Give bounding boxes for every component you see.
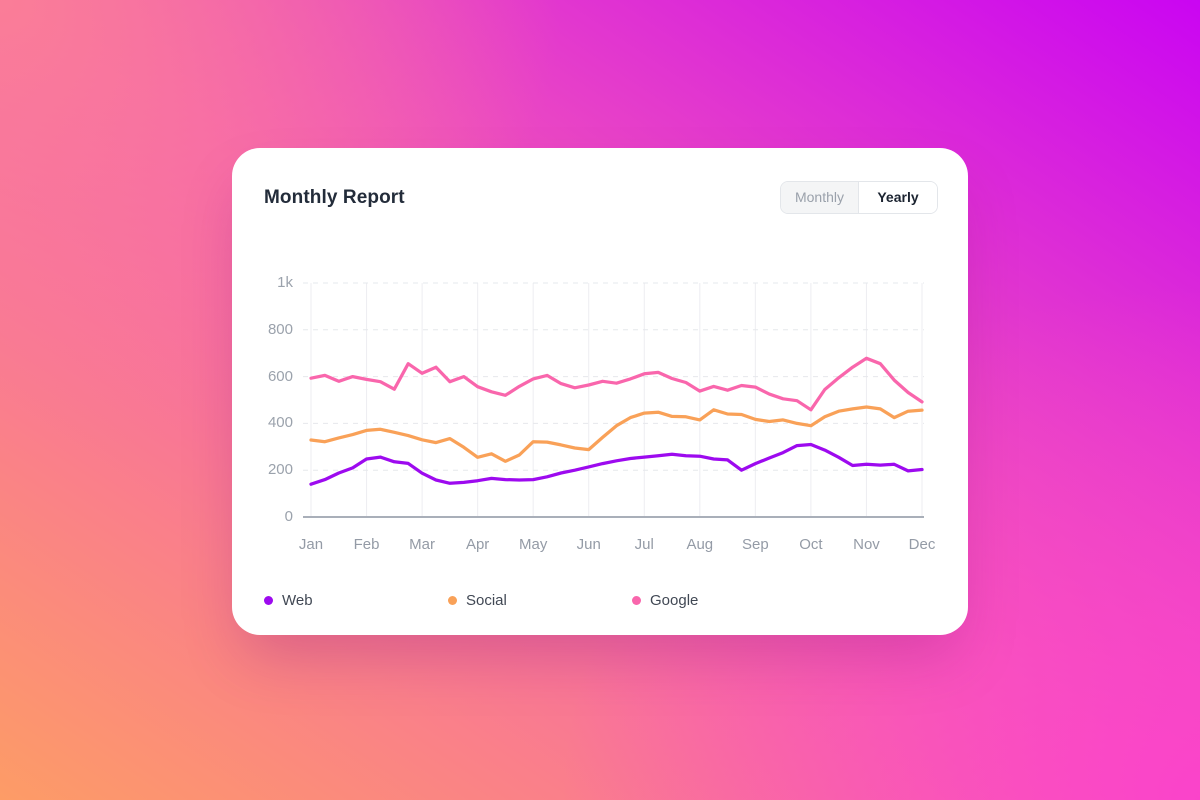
chart-plot-area [303,282,924,518]
x-axis-label: Oct [799,536,823,553]
x-axis-label: May [519,536,548,553]
x-axis-label: Feb [353,536,380,553]
y-axis-label: 1k [277,274,293,291]
card-header: Monthly Report Monthly Yearly [264,181,938,214]
x-axis-label: Jun [576,536,601,553]
toggle-yearly-button[interactable]: Yearly [859,182,937,213]
chart-legend: Web Social Google [264,592,816,609]
x-axis-label: Dec [908,536,936,553]
x-axis-label: Nov [853,536,880,553]
x-axis-label: Sep [742,536,769,553]
page-title: Monthly Report [264,186,405,208]
google-series-dot-icon [632,596,641,605]
y-axis-label: 400 [267,414,293,432]
x-axis-label: Apr [465,536,490,553]
toggle-monthly-button[interactable]: Monthly [781,182,859,213]
legend-label: Web [282,592,313,609]
period-toggle: Monthly Yearly [780,181,938,214]
legend-label: Social [466,592,507,609]
x-axis-label: Aug [686,536,714,553]
x-axis-label: Mar [409,536,435,553]
line-chart: 0 200 400 600 800 1k Jan Feb Mar Apr May Jun Jul Aug… [268,274,935,553]
y-axis-label: 200 [267,461,293,479]
y-axis-label: 800 [267,320,293,338]
legend-label: Google [650,592,699,609]
legend-item-social[interactable]: Social [448,592,632,609]
x-axis-label: Jul [634,536,654,553]
legend-item-web[interactable]: Web [264,592,448,609]
web-series-dot-icon [264,596,273,605]
social-series-dot-icon [448,596,457,605]
y-axis-label: 600 [267,367,293,385]
y-axis-label: 0 [284,508,293,525]
x-axis-label: Jan [298,536,324,553]
monthly-report-card: Monthly Report Monthly Yearly 0 200 400 600… [232,148,968,635]
legend-item-google[interactable]: Google [632,592,816,609]
